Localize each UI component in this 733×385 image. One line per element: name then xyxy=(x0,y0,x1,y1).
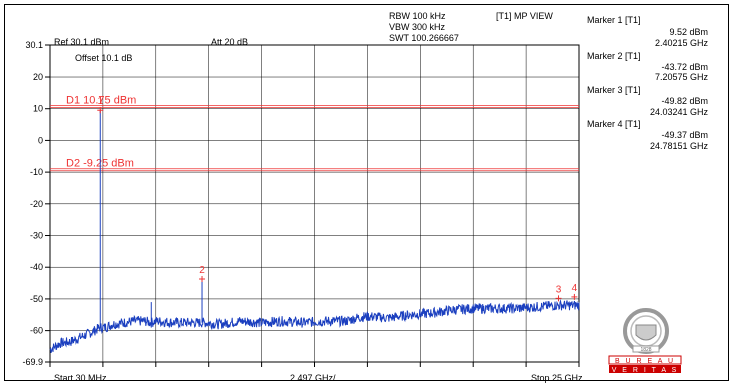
y-tick-label: -20 xyxy=(30,199,43,209)
marker-2-freq: 7.20575 GHz xyxy=(654,72,708,82)
marker-2-level: -43.72 dBm xyxy=(661,62,708,72)
marker-4-freq: 24.78151 GHz xyxy=(649,141,708,151)
swt-label: SWT 100.266667 xyxy=(389,33,459,43)
bureau-veritas-logo: 1828 B U R E A U V E R I T A S xyxy=(608,308,682,374)
view-label: [T1] MP VIEW xyxy=(496,11,553,21)
y-tick-label: -60 xyxy=(30,326,43,336)
ref-level-label: Ref 30.1 dBm xyxy=(54,37,110,47)
y-tick-label: -69.9 xyxy=(22,357,43,367)
marker-number: 2 xyxy=(199,265,205,276)
offset-label: Offset 10.1 dB xyxy=(75,53,133,63)
marker-3-freq: 24.03241 GHz xyxy=(649,107,708,117)
rbw-label: RBW 100 kHz xyxy=(389,11,446,21)
display-line-label: D1 10.75 dBm xyxy=(66,94,136,106)
analyzer-frame xyxy=(4,4,729,381)
y-tick-label: 10 xyxy=(33,104,43,114)
x-axis-ticks xyxy=(49,362,580,367)
marker-number: 1 xyxy=(97,96,103,107)
marker-2-title: Marker 2 [T1] xyxy=(587,51,641,61)
y-tick-label: 20 xyxy=(33,72,43,82)
svg-text:1828: 1828 xyxy=(640,347,651,353)
marker-1-level: 9.52 dBm xyxy=(669,27,708,37)
start-frequency-label: Start 30 MHz xyxy=(54,373,107,383)
y-tick-label: -30 xyxy=(30,231,43,241)
marker-1-title: Marker 1 [T1] xyxy=(587,15,641,25)
y-axis-ticks: 30.1 20 10 0 -10 -20 -30 -40 -50 -60 -69.9 xyxy=(22,40,50,367)
y-tick-label: 0 xyxy=(38,135,43,145)
marker-4-level: -49.37 dBm xyxy=(661,130,708,140)
marker-points: 1 2 3 4 xyxy=(97,96,578,302)
marker-4-title: Marker 4 [T1] xyxy=(587,119,641,129)
marker-3-level: -49.82 dBm xyxy=(661,96,708,106)
vbw-label: VBW 300 kHz xyxy=(389,22,446,32)
trace-group xyxy=(49,110,580,354)
y-tick-label: -10 xyxy=(30,167,43,177)
attenuation-label: Att 20 dB xyxy=(211,37,249,47)
marker-number: 4 xyxy=(572,283,578,294)
stop-frequency-label: Stop 25 GHz xyxy=(531,373,583,383)
y-tick-label: 30.1 xyxy=(25,40,43,50)
y-tick-label: -50 xyxy=(30,294,43,304)
marker-number: 3 xyxy=(556,284,562,295)
trace-line xyxy=(49,298,580,354)
marker-1-freq: 2.40215 GHz xyxy=(654,38,708,48)
svg-text:B U R E A U: B U R E A U xyxy=(615,358,675,365)
frequency-span-label: 2.497 GHz/ xyxy=(290,373,336,383)
marker-3-title: Marker 3 [T1] xyxy=(587,85,641,95)
plot-grid xyxy=(49,44,580,363)
y-tick-label: -40 xyxy=(30,262,43,272)
svg-text:V E R I T A S: V E R I T A S xyxy=(612,367,679,374)
